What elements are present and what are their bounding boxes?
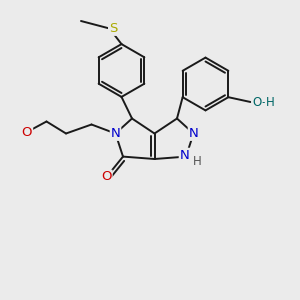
Text: S: S bbox=[109, 22, 117, 35]
Text: H: H bbox=[266, 95, 274, 109]
Text: N: N bbox=[111, 127, 120, 140]
Text: N: N bbox=[189, 127, 198, 140]
Text: O: O bbox=[101, 170, 112, 184]
Text: -: - bbox=[261, 96, 265, 110]
Text: O: O bbox=[252, 95, 261, 109]
Text: H: H bbox=[193, 155, 202, 169]
Text: N: N bbox=[180, 148, 189, 162]
Text: O: O bbox=[22, 125, 32, 139]
